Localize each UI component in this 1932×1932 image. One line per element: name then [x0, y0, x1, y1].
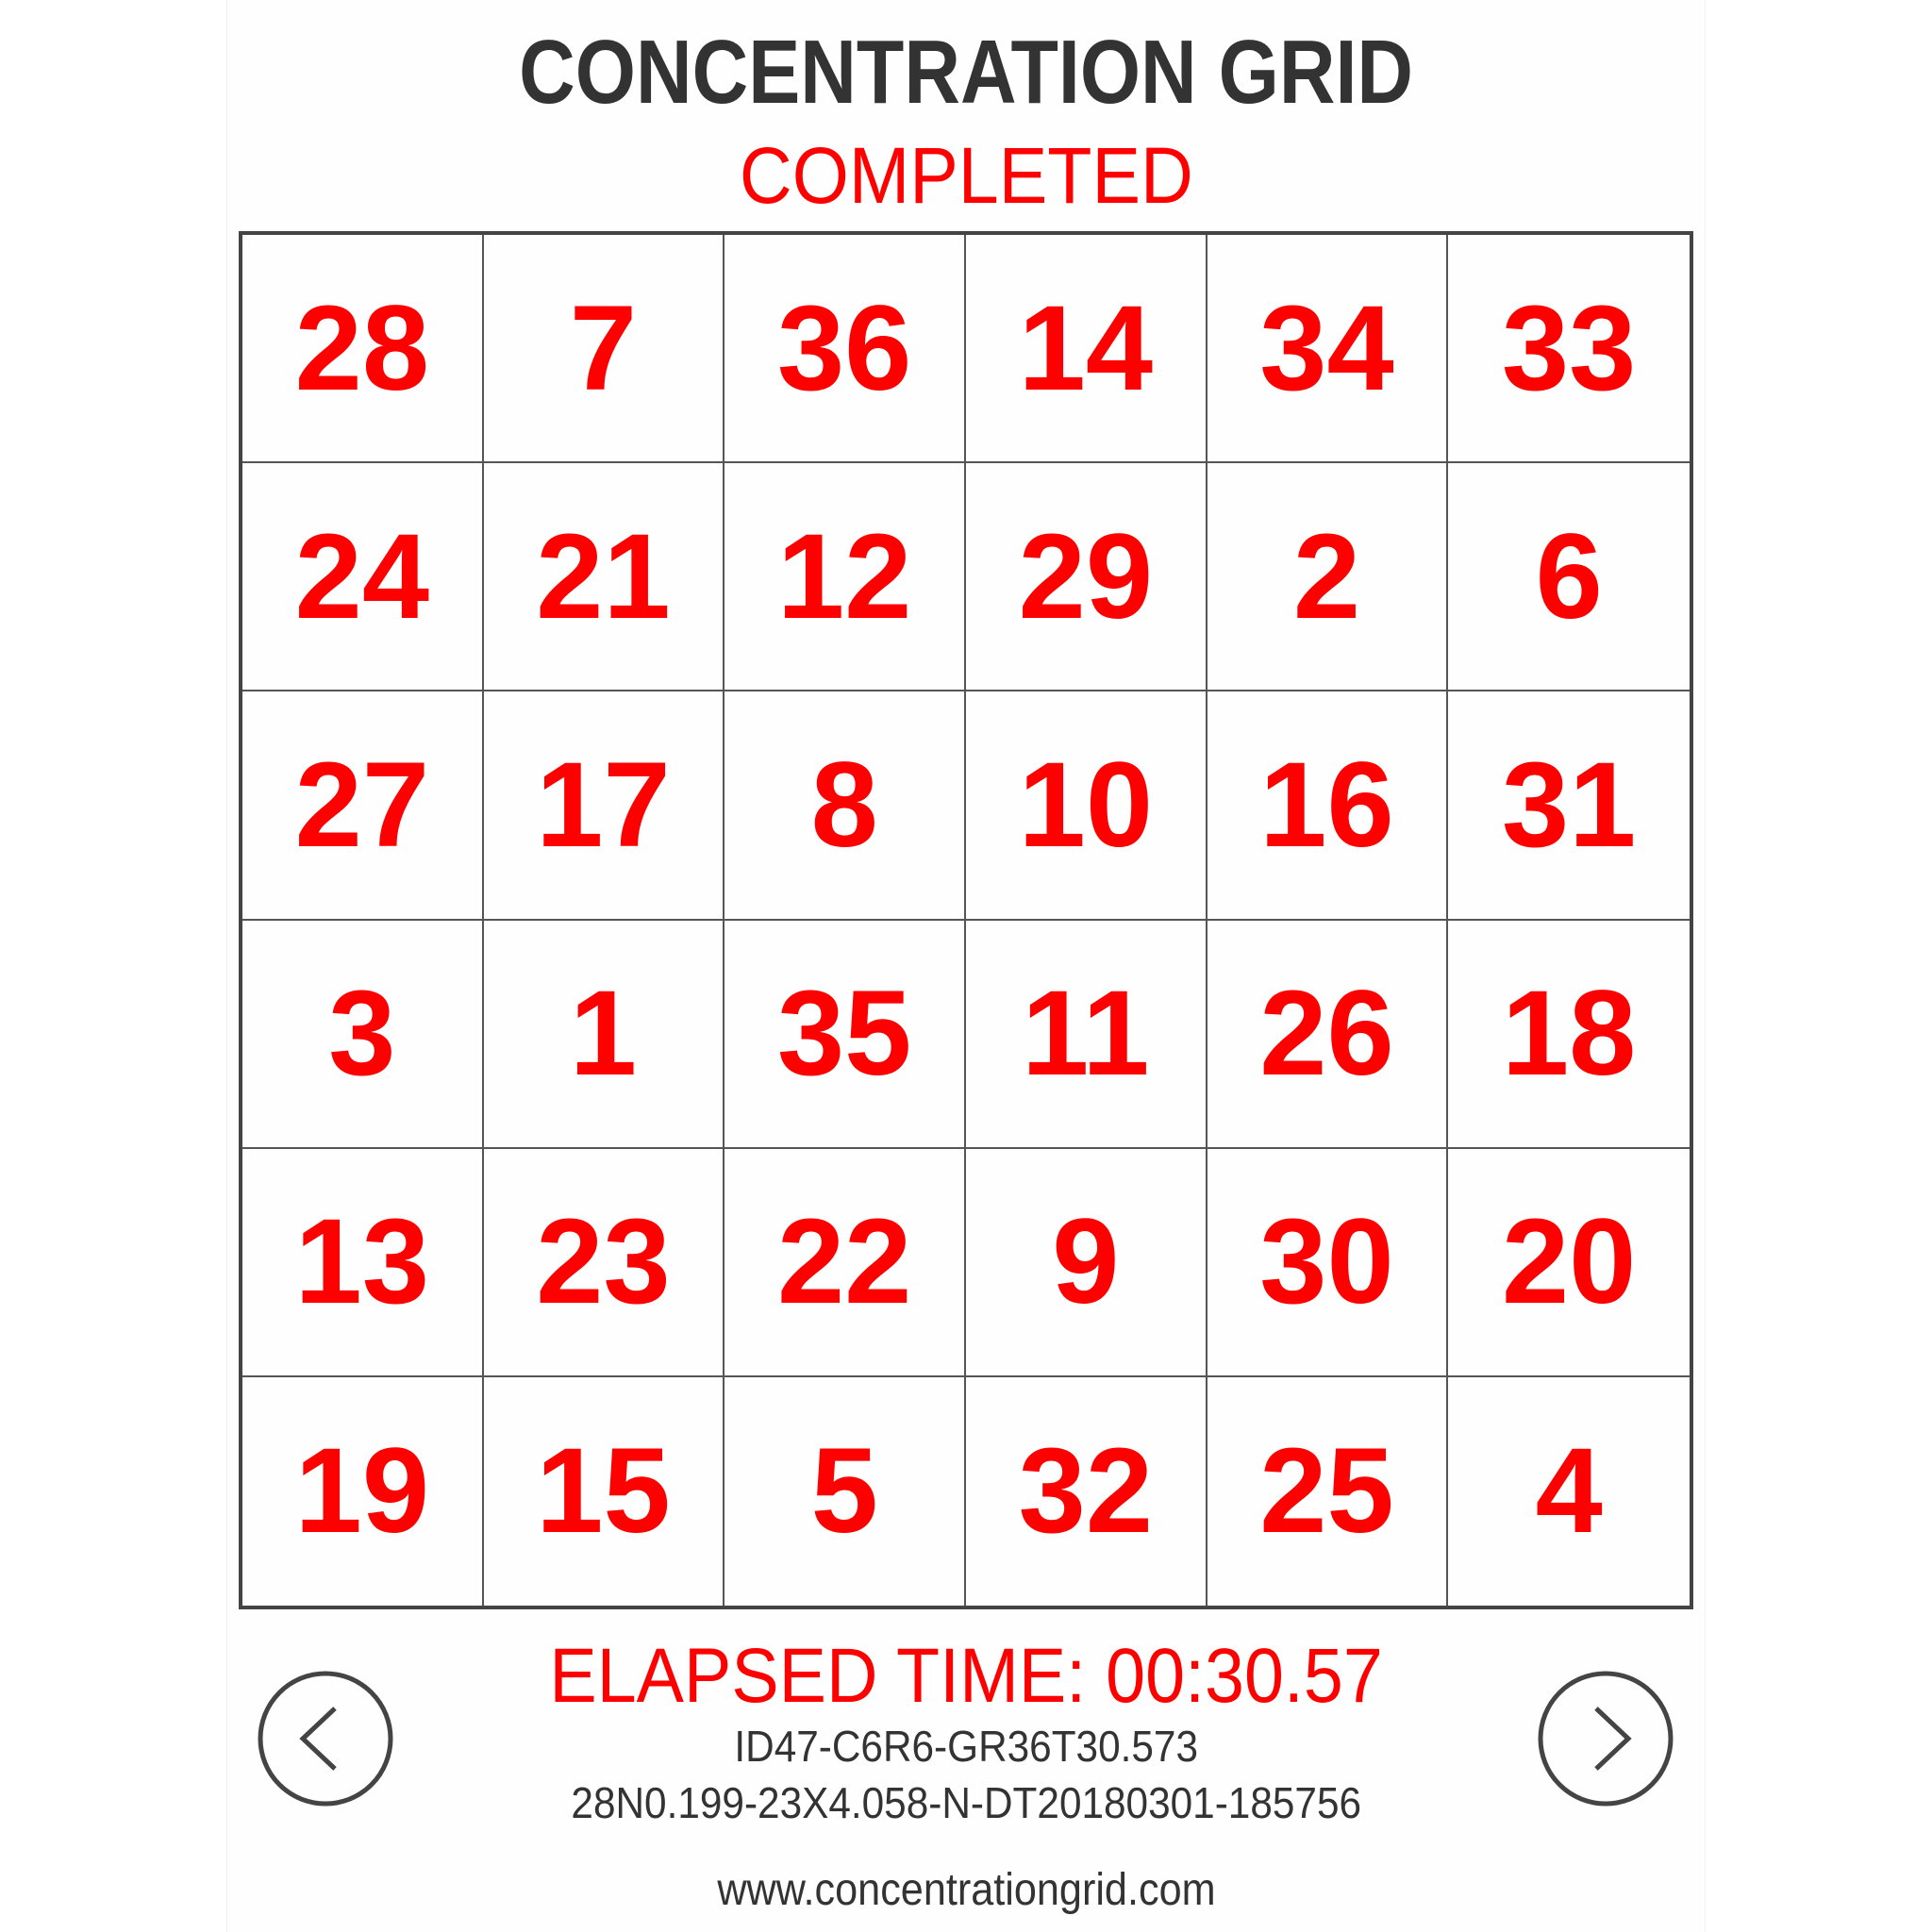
number-grid: 28 7 36 14 34 33 24 21 12 29 2 6 27 17 8 10 16 31 3 1 35 11 26… [239, 231, 1693, 1609]
grid-cell[interactable]: 5 [724, 1376, 966, 1606]
grid-cell[interactable]: 22 [724, 1148, 966, 1377]
grid-cell[interactable]: 26 [1207, 920, 1449, 1149]
grid-cell[interactable]: 24 [242, 463, 484, 692]
grid-cell[interactable]: 10 [966, 691, 1208, 921]
grid-cell[interactable]: 13 [242, 1148, 484, 1377]
elapsed-time-text: ELAPSED TIME: 00:30.57 [549, 1633, 1383, 1719]
grid-cell[interactable]: 3 [242, 920, 484, 1149]
grid-cell[interactable]: 34 [1207, 235, 1449, 464]
grid-cell[interactable]: 35 [724, 920, 966, 1149]
status-text: COMPLETED [739, 131, 1193, 220]
grid-cell[interactable]: 30 [1207, 1148, 1449, 1377]
grid-cell[interactable]: 21 [483, 463, 725, 692]
grid-cell[interactable]: 23 [483, 1148, 725, 1377]
website-text[interactable]: www.concentrationgrid.com [716, 1865, 1216, 1915]
grid-cell[interactable]: 17 [483, 691, 725, 921]
grid-cell[interactable]: 18 [1448, 921, 1690, 1149]
website-link[interactable]: www.concentrationgrid.com [0, 1864, 1932, 1916]
page-title-text: CONCENTRATION GRID [519, 22, 1413, 123]
previous-button[interactable] [258, 1671, 393, 1807]
grid-cell[interactable]: 28 [242, 235, 484, 464]
grid-cell[interactable]: 36 [724, 235, 966, 464]
session-id-line-1: ID47-C6R6-GR36T30.573 [0, 1721, 1932, 1772]
page-title: CONCENTRATION GRID [0, 21, 1932, 125]
grid-cell[interactable]: 4 [1535, 1424, 1603, 1559]
grid-cell[interactable]: 12 [724, 463, 966, 692]
elapsed-time: ELAPSED TIME: 00:30.57 [0, 1632, 1932, 1721]
session-id-text-1: ID47-C6R6-GR36T30.573 [734, 1722, 1198, 1771]
grid-cell[interactable]: 15 [484, 1376, 725, 1606]
grid-cell[interactable]: 31 [1448, 691, 1690, 921]
chevron-right-circle-icon [1538, 1671, 1674, 1807]
grid-cell[interactable]: 6 [1448, 463, 1690, 692]
grid-cell[interactable]: 7 [483, 235, 725, 464]
grid-cell[interactable]: 9 [966, 1148, 1208, 1377]
grid-cell[interactable]: 25 [1208, 1376, 1449, 1606]
grid-cell[interactable]: 29 [966, 463, 1208, 692]
grid-cell[interactable]: 20 [1448, 1149, 1690, 1377]
session-id-text-2: 28N0.199-23X4.058-N-DT20180301-185756 [571, 1778, 1361, 1827]
grid-cell[interactable]: 1 [483, 920, 725, 1149]
session-id-line-2: 28N0.199-23X4.058-N-DT20180301-185756 [0, 1777, 1932, 1828]
grid-cell[interactable]: 27 [242, 691, 484, 921]
status-label: COMPLETED [0, 130, 1932, 222]
grid-cell[interactable]: 11 [966, 920, 1208, 1149]
chevron-left-circle-icon [258, 1671, 393, 1807]
grid-cell[interactable]: 19 [242, 1376, 484, 1606]
grid-cell[interactable]: 14 [966, 235, 1208, 464]
grid-cell[interactable]: 33 [1448, 235, 1690, 464]
grid-cell[interactable]: 32 [966, 1376, 1208, 1606]
next-button[interactable] [1538, 1671, 1674, 1807]
grid-cell[interactable]: 16 [1207, 691, 1449, 921]
grid-cell[interactable]: 2 [1207, 463, 1449, 692]
page-panel [226, 0, 1706, 1932]
grid-cell[interactable]: 8 [724, 691, 966, 921]
